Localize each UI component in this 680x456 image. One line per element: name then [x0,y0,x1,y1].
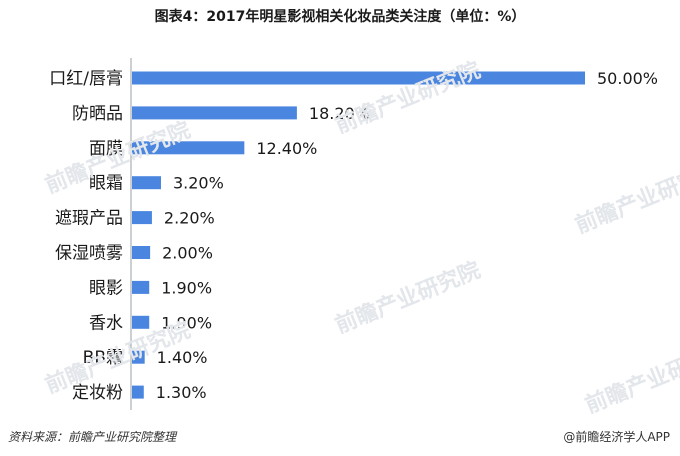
category-label: 定妆粉 [72,383,123,403]
category-label: 眼霜 [89,174,123,194]
category-label: BB霜 [83,348,123,368]
bar [132,280,150,294]
bar [132,350,145,364]
category-label: 眼影 [89,278,123,298]
category-label: 保湿喷雾 [55,244,123,264]
chart-title: 图表4：2017年明星影视相关化妆品类关注度（单位：%） [154,9,526,25]
bar [132,211,152,225]
category-label: 遮瑕产品 [55,209,123,229]
source-note: 资料来源：前瞻产业研究院整理 [8,430,177,444]
bar [132,71,585,85]
value-label: 1.30% [156,383,207,402]
value-label: 2.00% [162,244,213,263]
bar [132,246,151,259]
value-label: 3.20% [173,174,224,193]
value-label: 1.90% [161,278,212,297]
bar [132,141,245,155]
value-label: 18.20% [309,104,370,123]
value-label: 50.00% [597,69,658,88]
value-label: 1.90% [161,313,212,332]
value-label: 1.40% [157,348,208,367]
category-label: 口红/唇膏 [49,68,123,89]
category-label: 面膜 [89,139,123,159]
brand-note: @前瞻经济学人APP [563,430,670,444]
bar [132,385,144,399]
value-label: 12.40% [256,139,317,158]
category-label: 香水 [89,313,123,333]
bar [132,106,297,120]
bar [132,176,161,190]
category-label: 防晒品 [72,104,123,124]
bar [132,315,150,329]
value-label: 2.20% [164,209,215,228]
